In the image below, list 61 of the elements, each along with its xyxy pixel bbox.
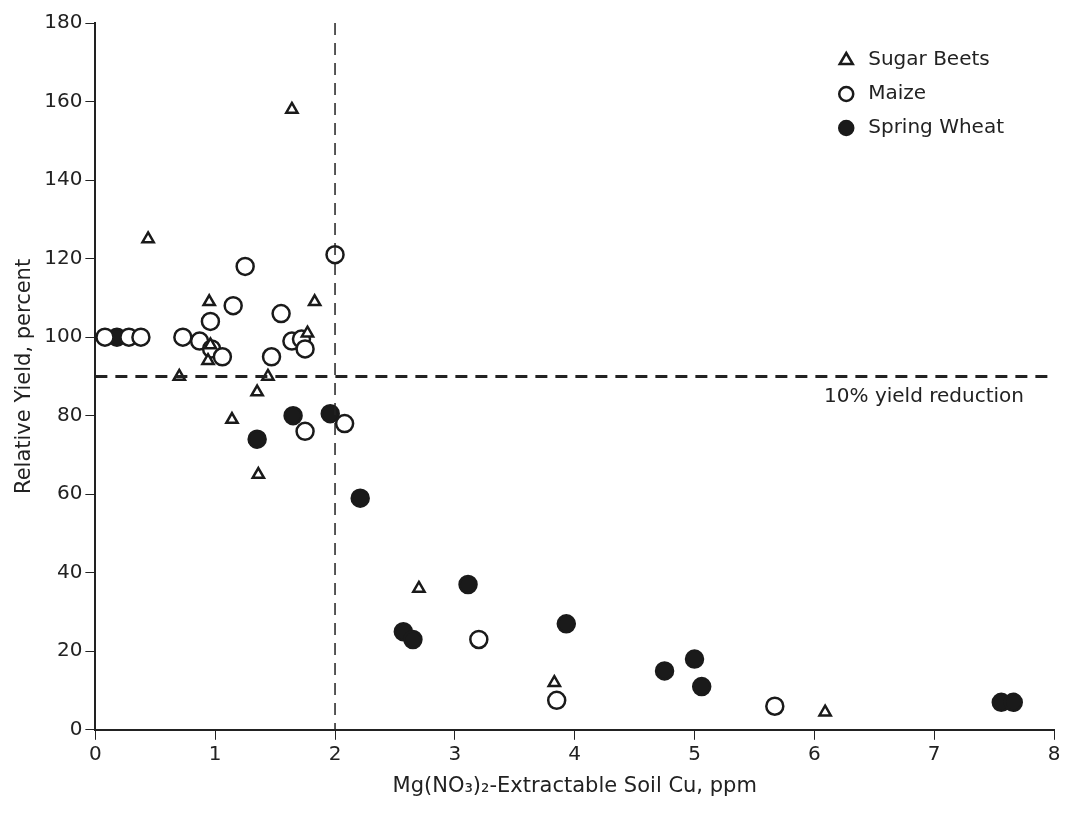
point xyxy=(251,466,266,480)
legend-label: Sugar Beets xyxy=(868,46,990,71)
point xyxy=(546,690,567,711)
point xyxy=(547,674,562,688)
point xyxy=(334,413,355,434)
point xyxy=(283,405,303,426)
y-tick-label: 120 xyxy=(44,244,83,269)
point xyxy=(141,231,155,244)
point xyxy=(200,311,221,332)
x-axis-title: Mg(NO₃)₂-Extractable Soil Cu, ppm xyxy=(392,772,757,797)
point xyxy=(458,574,478,595)
ref-line-label: 10% yield reduction xyxy=(824,382,1024,407)
point xyxy=(469,629,489,650)
point xyxy=(271,303,291,324)
x-tick-label: 8 xyxy=(1047,741,1061,765)
y-tick-label: 160 xyxy=(44,87,83,112)
point xyxy=(201,352,215,366)
x-tick-label: 1 xyxy=(208,741,222,765)
x-tick-label: 6 xyxy=(807,741,821,765)
point xyxy=(173,327,193,347)
point xyxy=(295,339,315,359)
legend-label: Maize xyxy=(868,80,927,105)
x-tick-label: 3 xyxy=(448,741,462,765)
point xyxy=(556,614,577,634)
point xyxy=(247,429,267,449)
x-tick-label: 4 xyxy=(568,741,582,765)
y-axis-title: Relative Yield, percent xyxy=(11,258,36,494)
x-tick-label: 0 xyxy=(89,741,102,765)
y-tick-label: 140 xyxy=(44,166,83,191)
point xyxy=(654,661,675,681)
y-tick-label: 20 xyxy=(56,637,83,662)
point xyxy=(131,327,151,347)
point xyxy=(350,488,370,508)
point xyxy=(765,696,785,716)
x-tick-label: 5 xyxy=(688,741,701,765)
y-tick-label: 40 xyxy=(56,558,83,583)
y-tick-label: 60 xyxy=(56,480,83,505)
point xyxy=(295,421,315,442)
point xyxy=(325,244,345,265)
y-tick-label: 100 xyxy=(44,323,83,348)
y-tick-label: 180 xyxy=(44,9,83,34)
y-tick-label: 0 xyxy=(69,716,83,740)
point xyxy=(412,580,426,593)
legend-label: Spring Wheat xyxy=(868,114,1005,139)
x-tick-label: 7 xyxy=(927,741,941,765)
y-tick-label: 80 xyxy=(56,401,83,426)
point xyxy=(235,256,255,277)
point xyxy=(212,347,233,367)
point xyxy=(95,327,115,347)
point xyxy=(225,411,239,425)
point xyxy=(818,704,833,717)
x-tick-label: 2 xyxy=(328,741,342,765)
point xyxy=(285,101,299,114)
point xyxy=(307,294,322,307)
point xyxy=(691,676,712,697)
point xyxy=(261,347,282,367)
point xyxy=(202,294,217,307)
point xyxy=(684,649,705,669)
point xyxy=(223,295,243,316)
point xyxy=(250,384,265,397)
point xyxy=(403,629,423,650)
